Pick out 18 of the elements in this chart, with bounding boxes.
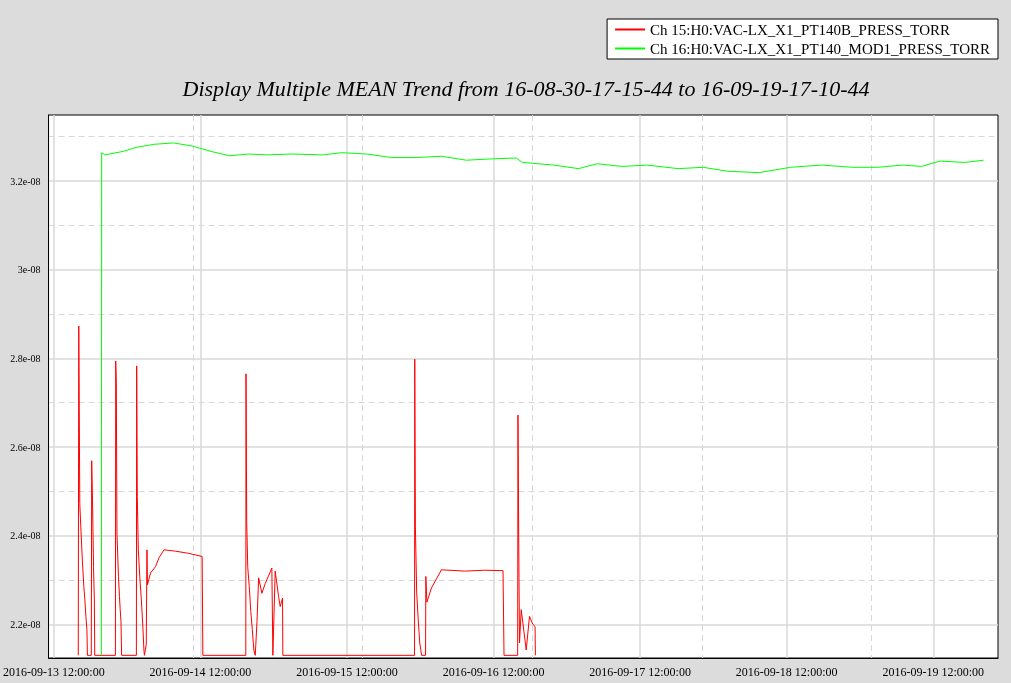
y-tick-label: 3.2e-08 (10, 175, 41, 187)
legend-label: Ch 15:H0:VAC-LX_X1_PT140B_PRESS_TORR (650, 21, 950, 38)
chart-title: Display Multiple MEAN Trend from 16-08-30-17-15-44 to 16-09-19-17-10-44 (181, 75, 870, 101)
x-tick-label: 2016-09-14 12:00:00 (149, 665, 252, 679)
x-tick-label: 2016-09-19 12:00:00 (882, 665, 985, 679)
x-tick-label: 2016-09-18 12:00:00 (735, 665, 838, 679)
y-tick-label: 2.8e-08 (10, 352, 41, 364)
line-series (100, 142, 985, 656)
y-tick-label: 2.2e-08 (10, 618, 41, 630)
y-tick-label: 2.6e-08 (10, 441, 41, 453)
x-tick-label: 2016-09-17 12:00:00 (589, 665, 691, 679)
x-tick-label: 2016-09-15 12:00:00 (296, 665, 398, 679)
y-tick-label: 3e-08 (17, 264, 41, 276)
x-tick-label: 2016-09-13 12:00:00 (2, 665, 105, 679)
x-tick-label: 2016-09-16 12:00:00 (442, 665, 545, 679)
y-tick-label: 2.4e-08 (10, 530, 41, 542)
legend-label: Ch 16:H0:VAC-LX_X1_PT140_MOD1_PRESS_TORR (650, 40, 990, 57)
line-series (77, 325, 536, 656)
